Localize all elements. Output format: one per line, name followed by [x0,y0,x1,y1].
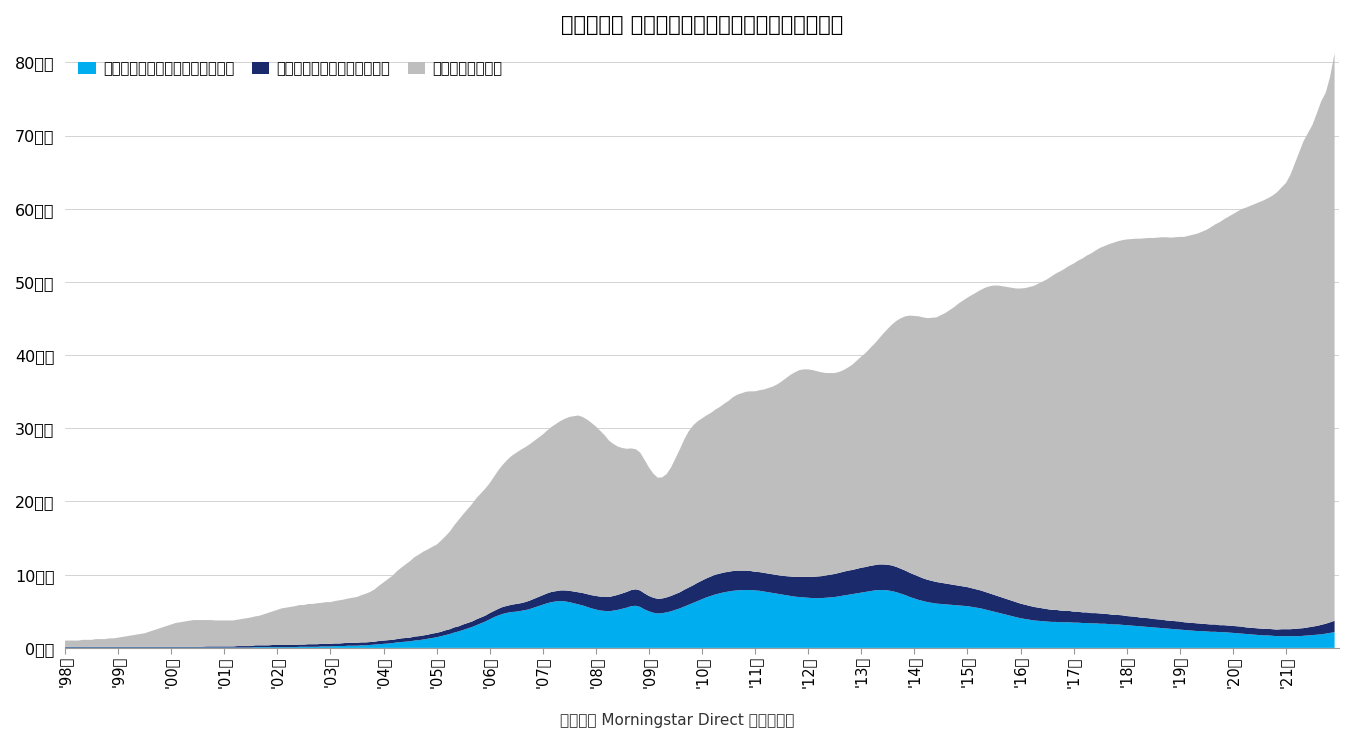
Legend: 外国債券ファンド（毎月分配型）, 外国債券ファンド（その他）, その他のファンド: 外国債券ファンド（毎月分配型）, 外国債券ファンド（その他）, その他のファンド [72,55,508,82]
Title: 【図表５】 外国債券ファンドの純資産残高の推移: 【図表５】 外国債券ファンドの純資産残高の推移 [561,15,844,35]
Text: （資料） Morningstar Direct より作成。: （資料） Morningstar Direct より作成。 [559,714,795,728]
